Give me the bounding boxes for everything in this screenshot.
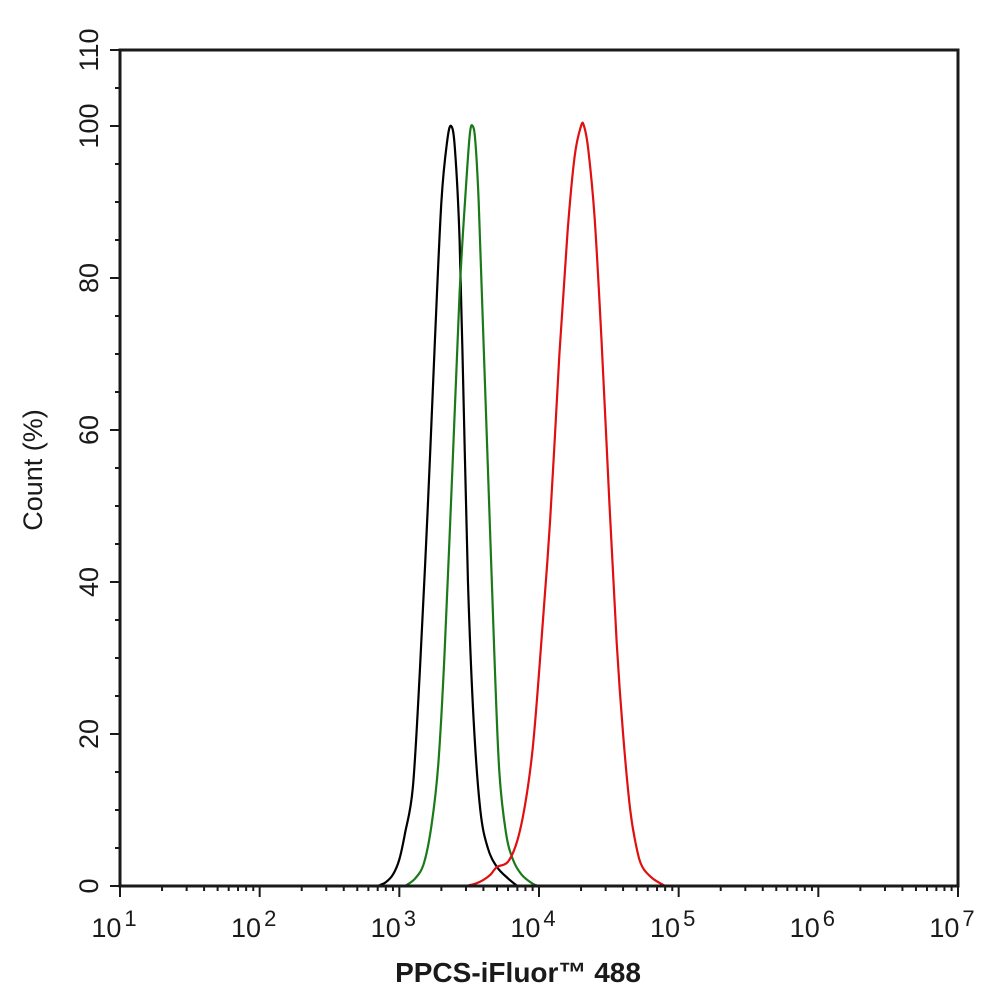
x-tick-label: 10 6 — [790, 906, 835, 943]
x-tick-base: 10 — [790, 913, 820, 943]
y-tick-label: 60 — [74, 415, 104, 445]
x-tick-label: 10 3 — [371, 906, 416, 943]
y-axis: 0 20 40 60 80 100 110 — [74, 28, 120, 894]
x-axis: 10 1 10 2 10 3 10 4 10 5 10 6 10 7 — [91, 886, 975, 943]
histogram-series-1 — [377, 124, 519, 888]
x-axis-title: PPCS-iFluor™ 488 — [395, 957, 641, 988]
histogram-curves — [377, 121, 666, 888]
x-tick-label: 10 7 — [929, 906, 974, 943]
x-tick-exponent: 1 — [124, 906, 136, 931]
x-tick-base: 10 — [650, 913, 680, 943]
y-tick-label: 100 — [74, 103, 104, 148]
x-tick-base: 10 — [371, 913, 401, 943]
x-tick-exponent: 5 — [683, 906, 695, 931]
y-tick-label: 20 — [74, 719, 104, 749]
x-tick-label: 10 5 — [650, 906, 695, 943]
x-tick-base: 10 — [510, 913, 540, 943]
x-tick-label: 10 4 — [510, 906, 555, 943]
x-tick-exponent: 2 — [264, 906, 276, 931]
x-tick-base: 10 — [231, 913, 261, 943]
histogram-series-2 — [404, 124, 540, 888]
y-tick-label: 0 — [74, 878, 104, 893]
x-tick-label: 10 2 — [231, 906, 276, 943]
plot-frame — [118, 48, 960, 888]
histogram-series-3 — [465, 121, 666, 888]
x-tick-exponent: 3 — [404, 906, 416, 931]
y-axis-title: Count (%) — [18, 409, 48, 531]
x-tick-base: 10 — [929, 913, 959, 943]
x-tick-base: 10 — [91, 913, 121, 943]
y-tick-label: 40 — [74, 567, 104, 597]
x-tick-exponent: 4 — [543, 906, 555, 931]
y-tick-label: 80 — [74, 263, 104, 293]
y-tick-label: 110 — [74, 28, 104, 71]
x-tick-label: 10 1 — [91, 906, 136, 943]
x-tick-exponent: 6 — [823, 906, 835, 931]
x-tick-exponent: 7 — [962, 906, 974, 931]
